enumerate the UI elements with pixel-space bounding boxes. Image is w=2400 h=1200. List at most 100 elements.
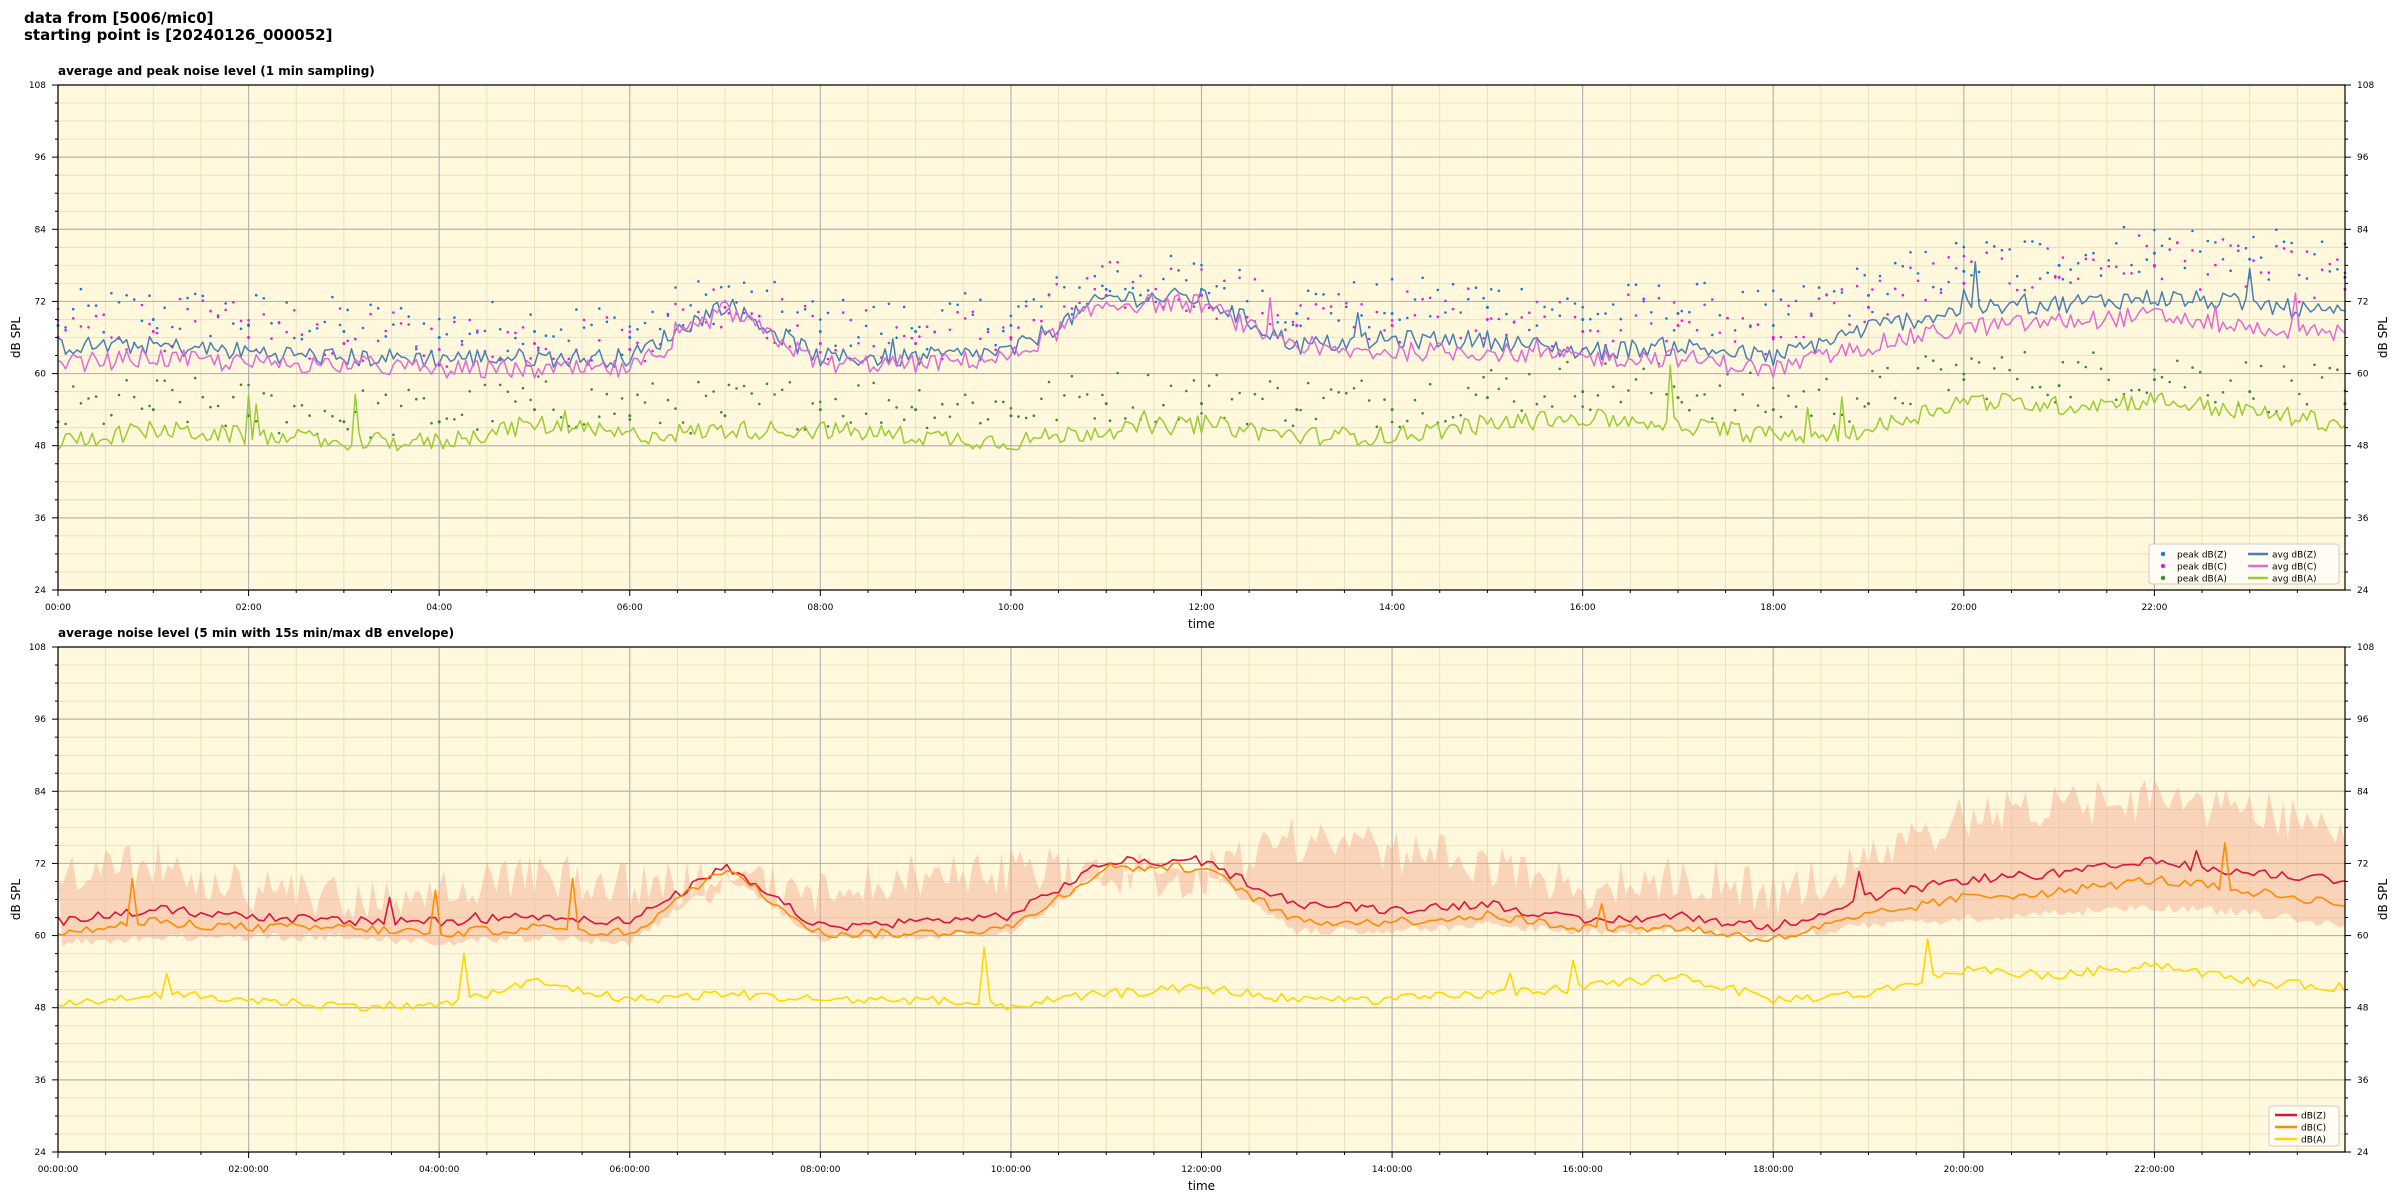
data-point (1390, 277, 1394, 281)
data-point (1459, 311, 1462, 314)
data-point (376, 339, 380, 343)
data-point (712, 390, 715, 393)
data-point (64, 326, 67, 329)
chart2-xtick-label: 08:00:00 (800, 1165, 841, 1175)
data-point (2145, 258, 2149, 261)
data-point (415, 397, 418, 401)
data-point (552, 357, 555, 361)
chart2-xtick-label: 18:00:00 (1753, 1165, 1794, 1175)
data-point (2084, 253, 2088, 257)
data-point (1215, 373, 1218, 377)
data-point (2076, 361, 2080, 364)
data-point (1108, 289, 1112, 293)
chart2-xlabel: time (1188, 1179, 1215, 1193)
data-point (773, 280, 776, 284)
data-point (186, 296, 189, 300)
data-point (1268, 380, 1272, 383)
data-point (2115, 265, 2118, 269)
data-point (666, 312, 670, 316)
data-point (94, 314, 98, 318)
data-point (1657, 296, 1661, 300)
data-point (239, 383, 243, 387)
data-point (2023, 288, 2027, 292)
data-point (1771, 336, 1775, 339)
data-point (224, 302, 227, 305)
data-point (1695, 282, 1699, 286)
data-point (437, 336, 441, 339)
data-point (933, 416, 936, 420)
data-point (1817, 286, 1821, 289)
data-point (399, 404, 403, 408)
data-point (758, 402, 761, 406)
data-point (140, 407, 144, 411)
data-point (1840, 288, 1844, 291)
data-point (887, 302, 891, 306)
data-point (1650, 311, 1653, 314)
data-point (1192, 262, 1196, 265)
data-point (1383, 311, 1386, 315)
data-point (1543, 395, 1546, 398)
chart1-ytick-label-right: 60 (2357, 370, 2369, 380)
data-point (674, 407, 677, 410)
data-point (2000, 248, 2004, 252)
data-point (529, 357, 532, 360)
data-point (1695, 394, 1699, 397)
data-point (2259, 256, 2263, 259)
data-point (1215, 317, 1218, 321)
chart1-xtick-label: 04:00 (426, 603, 452, 613)
data-point (2137, 270, 2141, 274)
data-point (1867, 305, 1870, 309)
data-point (1185, 279, 1188, 282)
data-point (994, 348, 997, 352)
data-point (1200, 412, 1203, 415)
header-start-line: starting point is [20240126_000052] (24, 26, 333, 44)
chart1-series-avg-db-a (57, 364, 2346, 452)
data-point (506, 330, 510, 334)
data-point (2198, 288, 2202, 291)
data-point (1116, 270, 1119, 273)
data-point (1337, 319, 1340, 322)
data-point (125, 294, 128, 297)
data-point (1528, 372, 1531, 376)
data-point (1375, 283, 1379, 286)
data-point (1771, 324, 1775, 327)
data-point (1009, 414, 1013, 418)
data-point (803, 304, 807, 308)
data-point (796, 324, 799, 327)
chart1-ytick-label: 36 (35, 514, 47, 524)
data-point (1939, 288, 1943, 291)
data-point (628, 414, 632, 418)
data-point (1581, 405, 1584, 408)
data-point (407, 323, 411, 326)
data-point (270, 321, 273, 325)
data-point (498, 328, 502, 331)
data-point (1360, 314, 1363, 317)
data-point (1322, 293, 1325, 296)
data-point (1421, 297, 1424, 301)
data-point (1657, 284, 1661, 288)
chart1-xtick-label: 16:00 (1570, 603, 1596, 613)
data-point (1810, 312, 1813, 316)
data-point (1375, 425, 1379, 429)
data-point (1741, 393, 1745, 396)
data-point (826, 425, 830, 428)
data-point (1817, 297, 1821, 300)
data-point (1977, 361, 1981, 364)
data-point (689, 431, 692, 435)
chart1-xtick-label: 10:00 (998, 603, 1024, 613)
data-point (651, 382, 654, 385)
data-point (742, 384, 746, 388)
chart2-legend-label: dB(C) (2301, 1124, 2326, 1134)
data-point (567, 357, 571, 361)
data-point (1779, 415, 1783, 419)
data-point (1101, 284, 1104, 288)
data-point (727, 285, 731, 288)
data-point (1345, 391, 1348, 395)
chart1-title: average and peak noise level (1 min samp… (58, 64, 375, 78)
data-point (262, 313, 266, 316)
data-point (1223, 286, 1226, 290)
data-point (1017, 326, 1020, 329)
data-point (94, 304, 98, 307)
chart1-legend-label: avg dB(Z) (2272, 551, 2317, 561)
data-point (2061, 360, 2065, 364)
